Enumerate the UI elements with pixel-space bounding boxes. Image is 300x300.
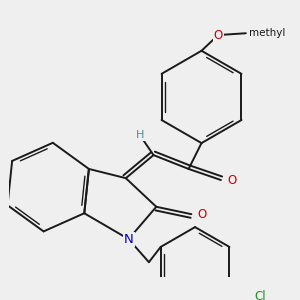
Text: Cl: Cl [254,290,266,300]
Text: O: O [198,208,207,221]
Text: H: H [136,130,144,140]
Text: O: O [214,28,223,42]
Text: methyl: methyl [249,28,285,38]
Text: O: O [227,173,237,187]
Text: N: N [124,232,134,246]
